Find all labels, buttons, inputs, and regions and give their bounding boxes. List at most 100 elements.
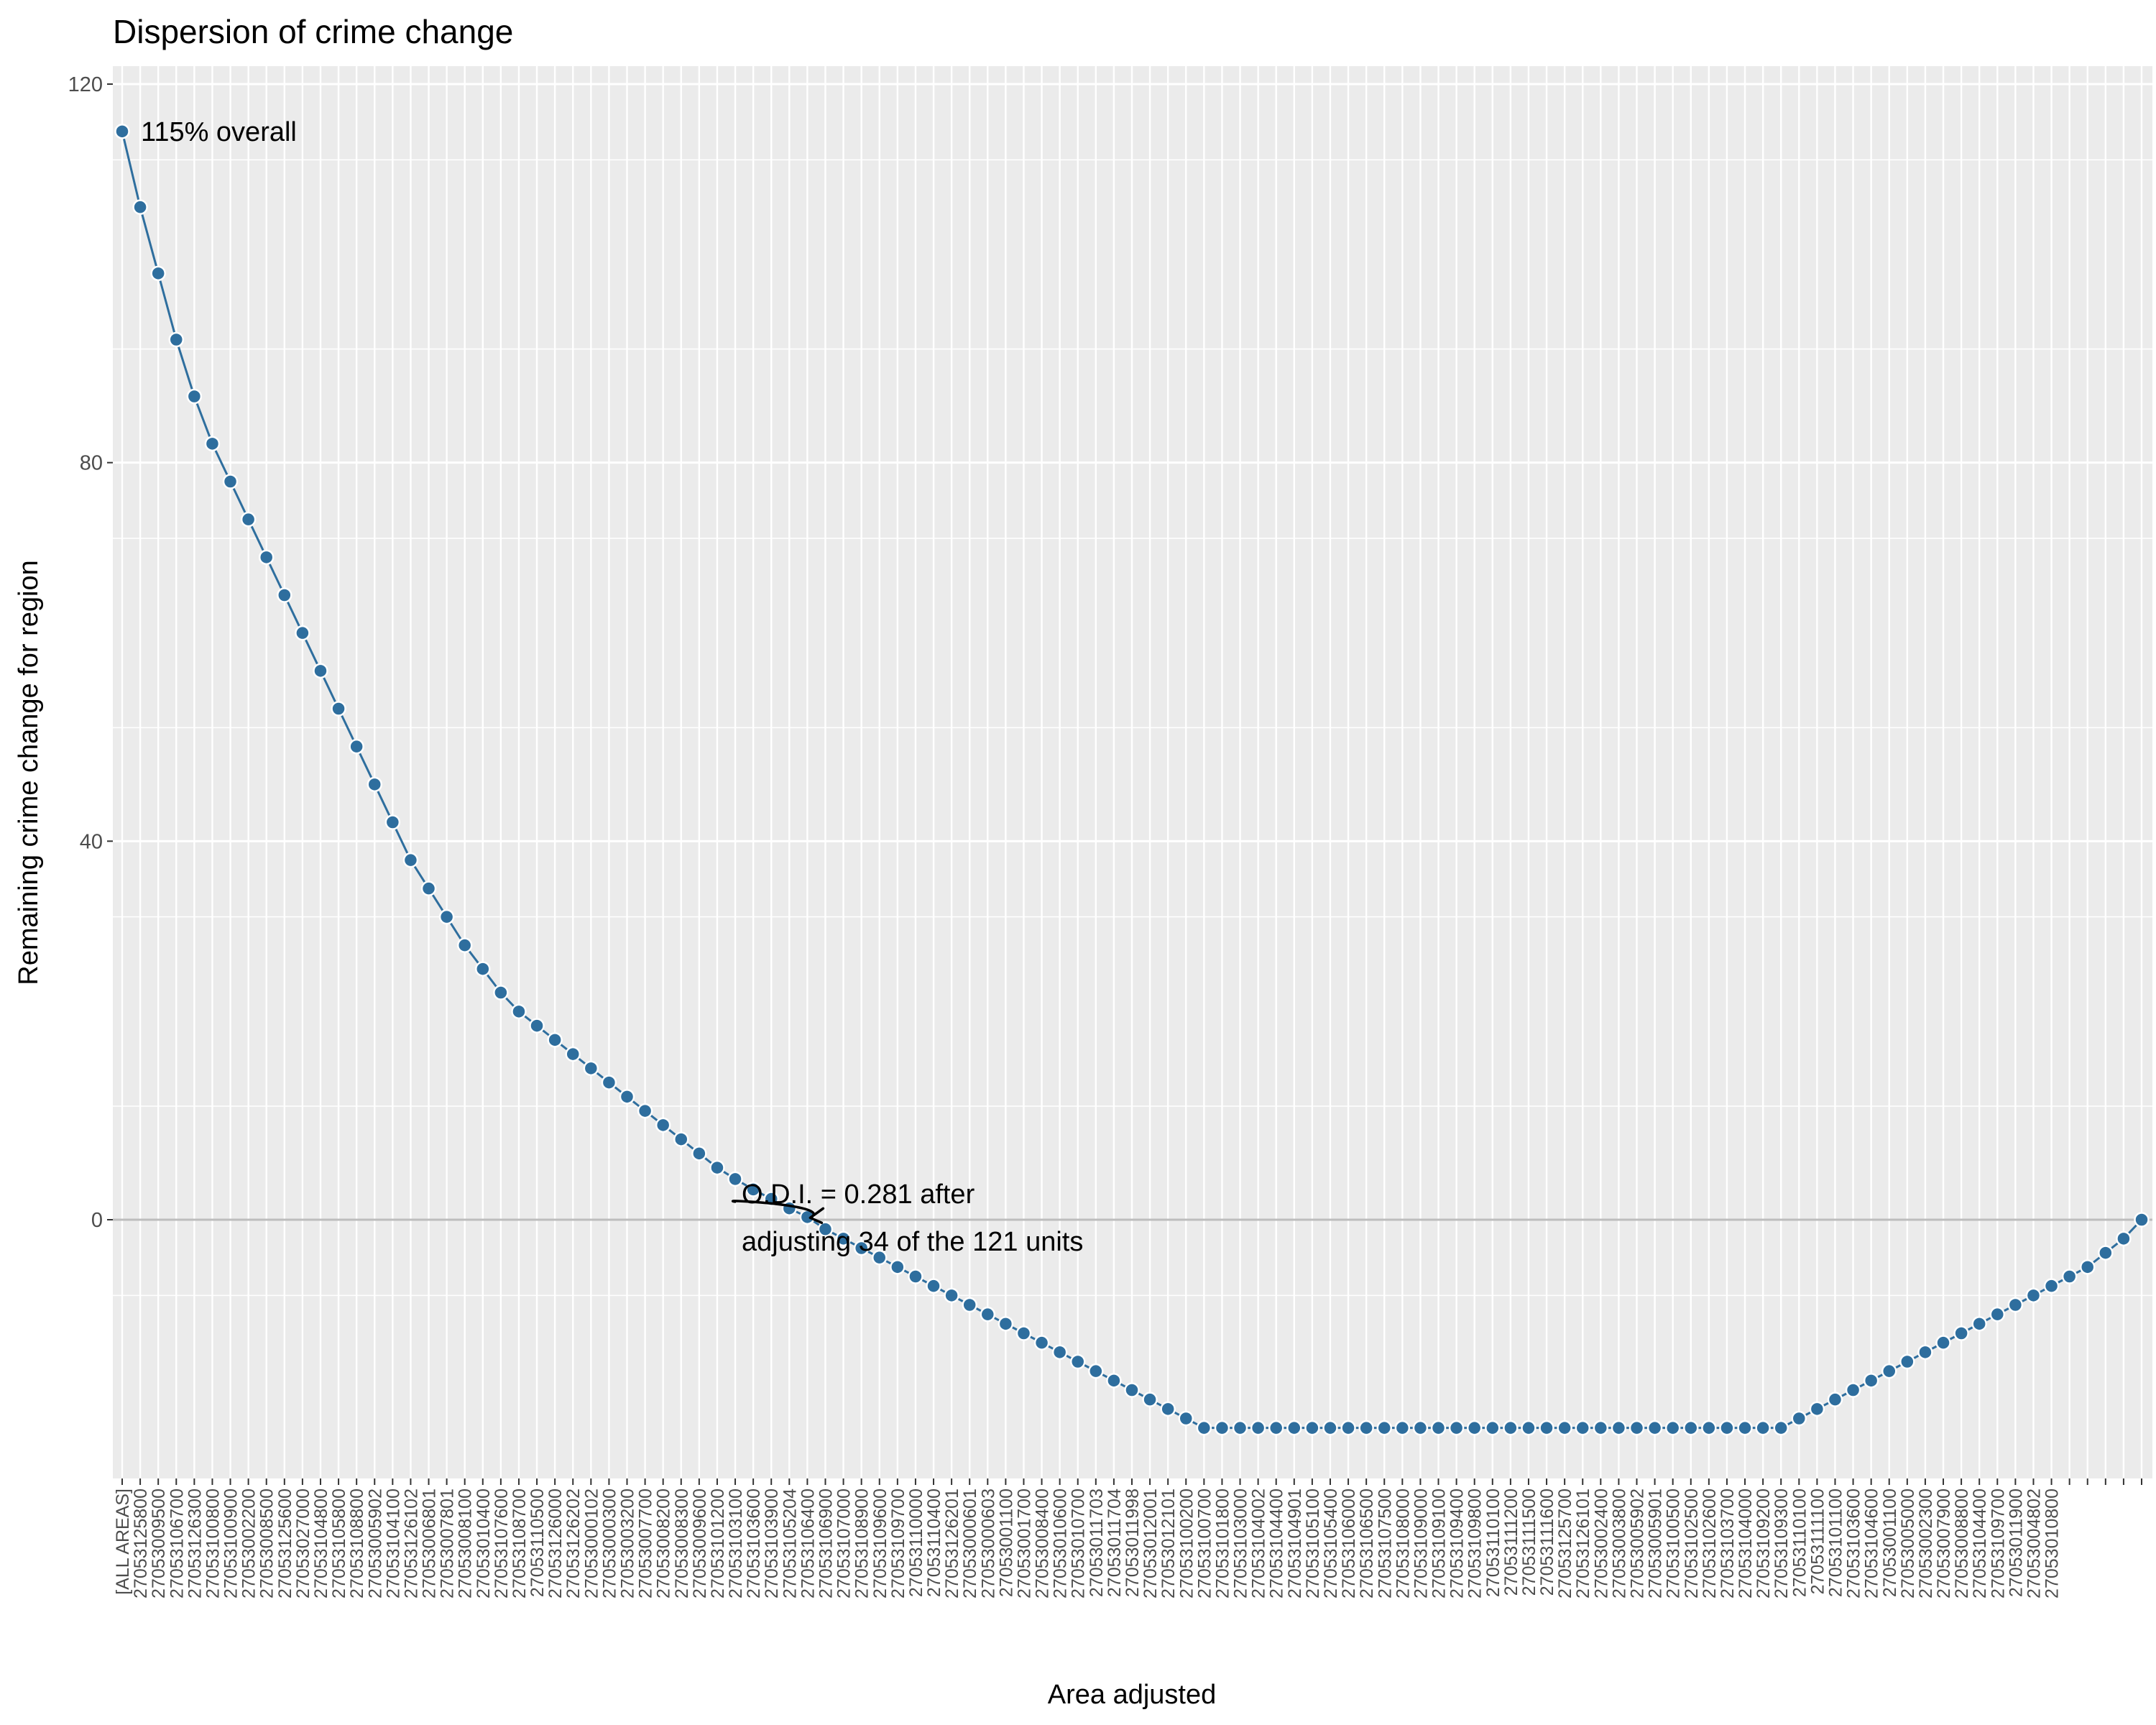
x-tick-label: 27053008200: [654, 1489, 674, 1598]
x-tick-label: 27053011998: [1123, 1489, 1143, 1597]
data-point: [547, 1032, 563, 1048]
x-tick-label: 27053104901: [1285, 1489, 1305, 1598]
x-tick-label: 27053103600: [1844, 1489, 1864, 1598]
x-tick-label: 27053000102: [581, 1489, 602, 1598]
data-point: [709, 1159, 725, 1176]
data-point: [1376, 1420, 1392, 1436]
x-tick-label: 27053126300: [185, 1489, 205, 1598]
data-point: [1773, 1420, 1789, 1436]
x-tick-label: 27053104800: [311, 1489, 331, 1598]
data-point: [1701, 1420, 1717, 1436]
y-axis: 0 40 80 120: [68, 73, 113, 1232]
x-tick-label: 27053000300: [599, 1489, 619, 1598]
data-point: [258, 549, 275, 566]
data-point: [277, 587, 292, 603]
data-point: [890, 1259, 906, 1275]
data-point: [1719, 1420, 1735, 1436]
data-point: [1069, 1353, 1086, 1370]
data-point: [2025, 1287, 2042, 1304]
x-tick-label: 27053111200: [1501, 1489, 1521, 1596]
data-point: [1809, 1401, 1825, 1417]
data-point: [1106, 1373, 1122, 1389]
data-point: [1971, 1316, 1987, 1332]
data-point: [1178, 1410, 1194, 1427]
data-point: [1196, 1420, 1212, 1436]
data-point: [908, 1269, 923, 1284]
data-point: [1628, 1420, 1645, 1436]
series-points: [114, 124, 2150, 1436]
x-tick-label: 27053012001: [1141, 1489, 1161, 1598]
x-tick-label: 27053100200: [1176, 1489, 1197, 1598]
x-tick-label: 27053004802: [2024, 1489, 2044, 1598]
data-point: [1430, 1420, 1447, 1436]
x-tick-label: 27053007801: [438, 1489, 458, 1598]
x-tick-label: 27053109700: [888, 1489, 908, 1598]
data-point: [2098, 1245, 2114, 1261]
data-point: [1268, 1420, 1284, 1436]
data-point: [1863, 1373, 1879, 1389]
data-point: [367, 776, 382, 793]
data-point: [980, 1306, 996, 1322]
x-tick-label: 27053010800: [2042, 1489, 2063, 1598]
x-tick-label: 27053110500: [528, 1489, 548, 1597]
x-tick-label: 27053109200: [1754, 1489, 1774, 1598]
data-point: [926, 1278, 941, 1294]
y-tick-label: 40: [80, 830, 103, 853]
data-point: [601, 1075, 617, 1090]
y-tick-label: 0: [91, 1209, 103, 1232]
x-tick-label: 27053126201: [942, 1489, 962, 1598]
data-point: [1232, 1420, 1248, 1436]
data-point: [1466, 1420, 1483, 1436]
data-point: [998, 1316, 1014, 1332]
y-tick-label: 120: [68, 73, 103, 96]
x-tick-label: 27053101800: [1212, 1489, 1233, 1598]
data-point: [349, 738, 364, 755]
data-point: [475, 961, 491, 977]
x-tick-label: 27053126102: [401, 1489, 421, 1598]
data-point: [1557, 1420, 1572, 1436]
x-tick-label: 27053103600: [744, 1489, 764, 1598]
x-tick-label: 27053125700: [1555, 1489, 1575, 1598]
x-tick-label: 27053110400: [924, 1489, 944, 1597]
x-tick-label: 27053005901: [1646, 1489, 1666, 1598]
grid-lines: [113, 66, 2152, 1478]
x-tick-label: 27053005902: [1628, 1489, 1648, 1598]
y-tick-label: 80: [80, 452, 103, 475]
x-tick-label: 27053011900: [2006, 1489, 2026, 1597]
data-point: [1683, 1420, 1699, 1436]
data-point: [872, 1249, 888, 1266]
x-tick-label: 27053109300: [1772, 1489, 1792, 1598]
x-tick-label: [ALL AREAS]: [113, 1489, 133, 1595]
data-point: [691, 1146, 707, 1162]
data-point: [1448, 1420, 1465, 1436]
data-point: [240, 511, 257, 528]
data-point: [1503, 1420, 1519, 1436]
x-tick-label: 27053126202: [563, 1489, 584, 1598]
data-point: [1791, 1410, 1807, 1427]
data-point: [1755, 1420, 1771, 1436]
data-point: [1051, 1344, 1068, 1361]
data-point: [384, 814, 401, 830]
x-tick-label: 27053000601: [960, 1489, 980, 1598]
data-point: [222, 474, 239, 489]
odi-annotation-line1: O.D.I. = 0.281 after: [742, 1179, 975, 1210]
x-tick-label: 27053109000: [1411, 1489, 1431, 1598]
x-tick-label: 27053005000: [1898, 1489, 1918, 1598]
data-point: [456, 937, 473, 953]
x-tick-label: 27053002200: [239, 1489, 259, 1598]
x-tick-label: 27053111600: [1537, 1489, 1557, 1596]
x-tick-label: 27053008100: [456, 1489, 476, 1598]
y-axis-title: Remaining crime change for region: [14, 560, 44, 985]
start-annotation: 115% overall: [141, 117, 297, 147]
data-point: [1917, 1344, 1933, 1361]
data-point: [313, 663, 328, 679]
data-point: [1286, 1420, 1302, 1436]
x-tick-label: 27053106400: [798, 1489, 818, 1598]
data-point: [1142, 1392, 1158, 1407]
data-point: [1015, 1325, 1032, 1341]
x-tick-label: 27053007900: [1934, 1489, 1954, 1598]
x-tick-label: 27053107600: [492, 1489, 512, 1598]
data-point: [2079, 1259, 2096, 1275]
x-tick-label: 27053109100: [1429, 1489, 1450, 1598]
